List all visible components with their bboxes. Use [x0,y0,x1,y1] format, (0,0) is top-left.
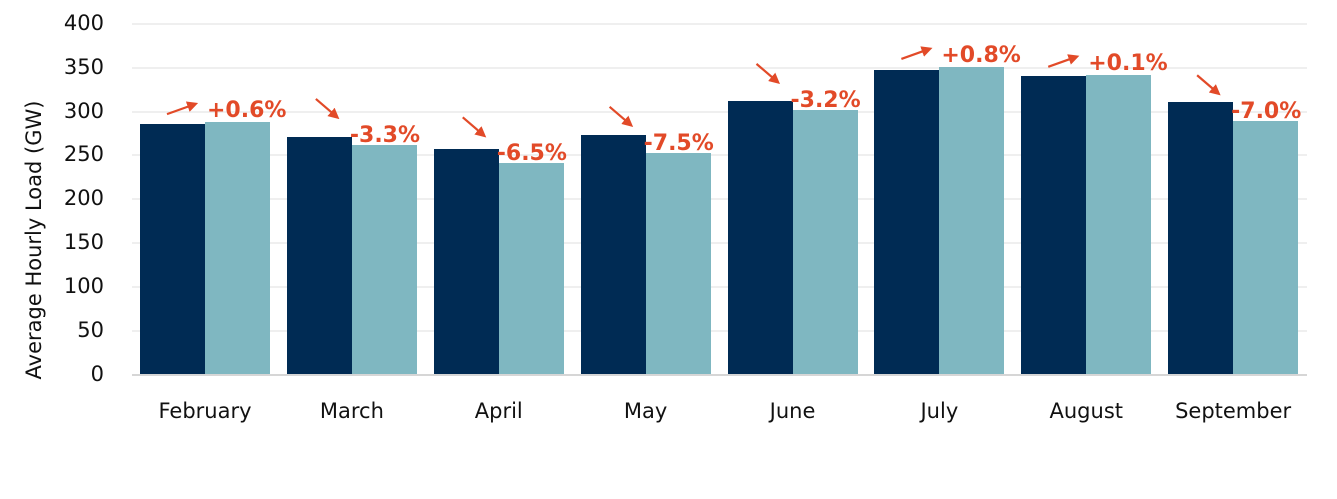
bar-current-august [1086,74,1152,375]
bar-current-june [792,109,858,375]
bar-prior-may [580,135,646,375]
percent-change-label: +0.8% [941,42,1021,68]
arrow-down-right-icon [1196,74,1221,96]
x-tick-label: July [920,399,959,423]
gridline [132,329,1307,332]
bar-current-february [205,122,270,375]
bar-prior-july [874,69,940,375]
x-tick-label: September [1175,399,1292,423]
bar-prior-september [1168,101,1234,375]
gridline [132,198,1307,201]
x-tick-label: June [769,399,816,423]
arrow-down-right-icon [608,105,634,127]
bar-prior-march [286,137,352,375]
y-tick-label: 50 [77,317,104,342]
x-tick-label: August [1049,399,1124,423]
percent-change-label: +0.1% [1088,50,1168,76]
bar-current-september [1233,121,1299,375]
gridline [132,23,1307,25]
x-tick-label: March [319,399,384,423]
bar-prior-february [140,123,205,375]
percent-change-label: -3.3% [349,122,421,148]
arrow-down-right-icon [315,98,340,120]
bar-current-may [645,152,711,375]
percent-change-label: -3.2% [790,87,861,113]
arrow-up-right-icon [166,101,199,116]
percent-change-label: -6.5% [496,141,567,167]
y-tick-label: 250 [63,142,104,167]
x-tick-label: May [623,399,668,423]
bar-prior-august [1021,75,1087,375]
y-tick-label: 400 [63,11,104,35]
gridline [132,154,1307,157]
y-tick-label: 350 [63,54,104,79]
gridline [132,110,1307,113]
x-tick-label: April [474,399,523,423]
x-axis-line [132,373,1307,376]
gridline [132,285,1307,288]
y-tick-label: 300 [63,98,104,123]
bar-prior-june [727,101,793,375]
y-tick-label: 100 [63,273,104,298]
arrow-up-right-icon [901,46,933,60]
x-tick-label: February [158,399,252,423]
bar-prior-april [433,149,499,375]
arrow-down-right-icon [755,63,781,85]
bar-current-march [351,144,417,375]
y-tick-label: 150 [63,230,104,255]
arrow-down-right-icon [462,116,487,138]
percent-change-label: -7.5% [643,130,714,156]
bar-current-april [498,163,564,375]
arrow-up-right-icon [1047,54,1080,68]
percent-change-label: +0.6% [207,98,287,124]
gridline [132,66,1307,69]
y-tick-label: 200 [63,186,104,211]
percent-change-label: -7.0% [1231,99,1302,125]
y-tick-label: 0 [90,361,104,386]
bar-current-july [939,66,1005,375]
gridline [132,242,1307,245]
